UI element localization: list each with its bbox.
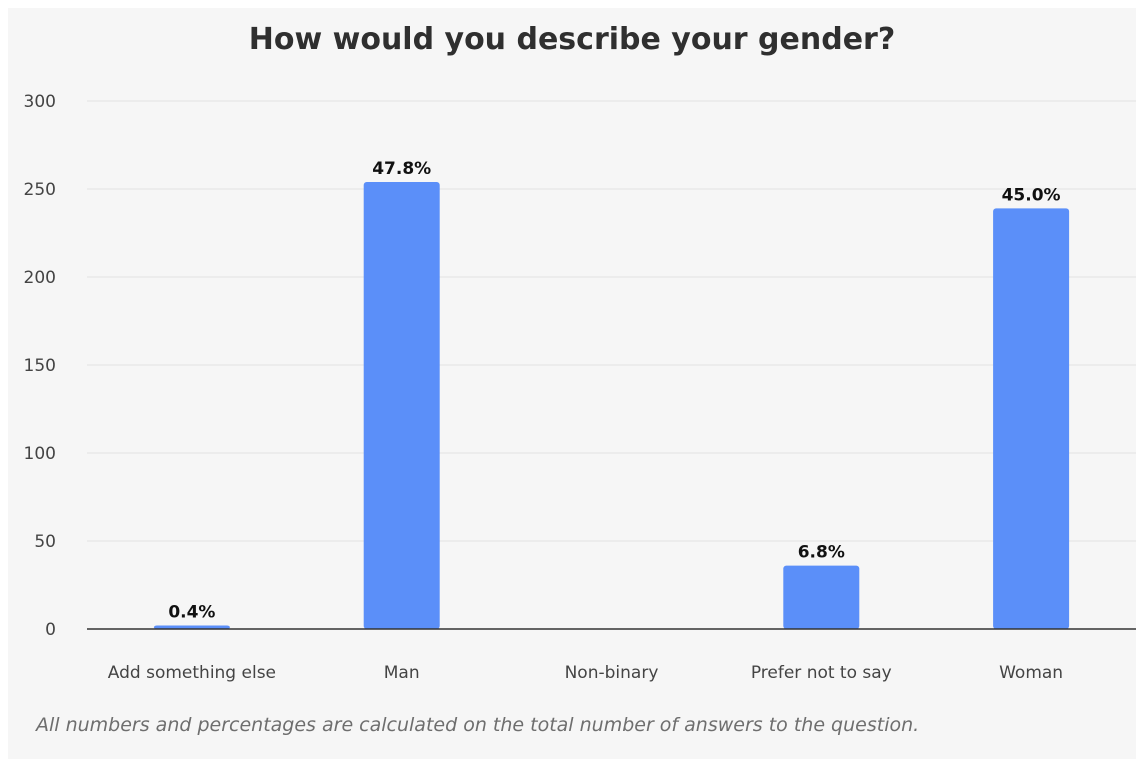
x-tick-label: Man — [384, 663, 420, 683]
bar — [153, 625, 230, 629]
chart-card — [8, 8, 1136, 759]
x-tick-label: Add something else — [108, 663, 276, 683]
bar — [783, 565, 860, 629]
data-label: 6.8% — [798, 543, 845, 563]
y-tick-label: 150 — [24, 356, 56, 376]
data-label: 0.4% — [168, 602, 215, 622]
bar — [363, 181, 440, 629]
x-tick-label: Prefer not to say — [751, 663, 892, 683]
data-label: 45.0% — [1002, 185, 1061, 205]
bar — [993, 208, 1070, 630]
data-label: 47.8% — [372, 159, 431, 179]
y-tick-label: 300 — [24, 92, 56, 112]
y-tick-label: 0 — [45, 620, 56, 640]
chart-footnote: All numbers and percentages are calculat… — [36, 714, 920, 736]
bar-chart: 0 50 100 150 200 250 300 0.4% Add something else… — [24, 92, 1136, 683]
x-tick-label: Non-binary — [565, 663, 659, 683]
y-tick-label: 100 — [24, 444, 56, 464]
y-tick-label: 250 — [24, 180, 56, 200]
y-tick-label: 50 — [34, 532, 56, 552]
chart-title: How would you describe your gender? — [248, 22, 896, 57]
x-tick-label: Woman — [999, 663, 1063, 683]
y-tick-label: 200 — [24, 268, 56, 288]
